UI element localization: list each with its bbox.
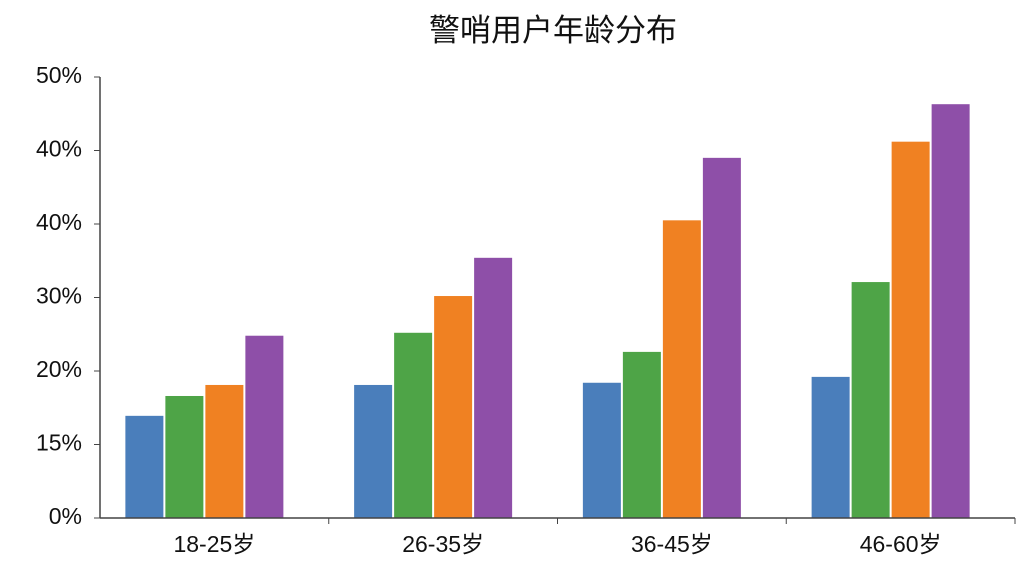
y-tick-label: 50% — [36, 62, 82, 88]
x-tick-label: 36-45岁 — [631, 531, 713, 557]
bar — [205, 384, 244, 518]
x-tick-label: 18-25岁 — [173, 531, 255, 557]
y-tick-label: 0% — [49, 503, 82, 529]
x-tick-label: 26-35岁 — [402, 531, 484, 557]
bar — [622, 351, 661, 518]
bar — [582, 382, 621, 518]
bar — [125, 415, 164, 518]
bar — [474, 257, 513, 518]
x-tick-label: 46-60岁 — [860, 531, 942, 557]
y-tick-label: 15% — [36, 430, 82, 456]
y-tick-label: 30% — [36, 283, 82, 309]
bar — [851, 282, 890, 518]
bar — [354, 384, 393, 518]
y-tick-label: 40% — [36, 136, 82, 162]
bar — [165, 395, 204, 518]
bar — [891, 141, 930, 518]
chart-title: 警哨用户年龄分布 — [429, 13, 677, 48]
y-tick-label: 40% — [36, 209, 82, 235]
y-tick-label: 20% — [36, 356, 82, 382]
bar — [702, 157, 741, 518]
bar — [811, 376, 850, 518]
bar — [434, 296, 473, 518]
bar — [245, 335, 284, 518]
bar — [931, 104, 970, 518]
bar — [662, 220, 701, 518]
bar — [394, 332, 433, 518]
